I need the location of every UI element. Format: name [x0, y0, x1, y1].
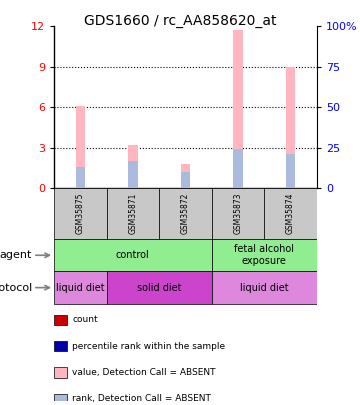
Bar — [107, 188, 159, 239]
Bar — [54, 394, 67, 404]
Bar — [54, 341, 67, 352]
Text: GSM35872: GSM35872 — [181, 193, 190, 234]
Text: fetal alcohol
exposure: fetal alcohol exposure — [234, 245, 294, 266]
Text: GDS1660 / rc_AA858620_at: GDS1660 / rc_AA858620_at — [84, 14, 276, 28]
Bar — [54, 271, 107, 304]
Text: value, Detection Call = ABSENT: value, Detection Call = ABSENT — [72, 368, 216, 377]
Bar — [212, 239, 317, 271]
Text: GSM35871: GSM35871 — [129, 193, 138, 234]
Bar — [107, 271, 212, 304]
Text: agent: agent — [0, 250, 32, 260]
Bar — [54, 315, 67, 325]
Bar — [128, 161, 138, 188]
Text: count: count — [72, 315, 98, 324]
Text: rank, Detection Call = ABSENT: rank, Detection Call = ABSENT — [72, 394, 211, 403]
Text: GSM35875: GSM35875 — [76, 193, 85, 234]
Bar — [264, 188, 317, 239]
Bar — [181, 164, 190, 188]
Text: solid diet: solid diet — [137, 283, 181, 293]
Text: liquid diet: liquid diet — [56, 283, 105, 293]
Bar — [54, 367, 67, 378]
Bar — [76, 106, 85, 188]
Text: GSM35873: GSM35873 — [234, 193, 243, 234]
Bar — [159, 188, 212, 239]
Bar — [54, 239, 212, 271]
Text: percentile rank within the sample: percentile rank within the sample — [72, 342, 225, 351]
Bar — [286, 67, 295, 188]
Text: GSM35874: GSM35874 — [286, 193, 295, 234]
Bar — [233, 149, 243, 188]
Text: control: control — [116, 250, 150, 260]
Bar — [54, 188, 107, 239]
Bar — [128, 145, 138, 188]
Bar — [181, 172, 190, 188]
Bar — [286, 154, 295, 188]
Bar — [233, 30, 243, 188]
Bar — [212, 271, 317, 304]
Text: protocol: protocol — [0, 283, 32, 293]
Bar — [212, 188, 264, 239]
Bar — [76, 167, 85, 188]
Text: liquid diet: liquid diet — [240, 283, 289, 293]
